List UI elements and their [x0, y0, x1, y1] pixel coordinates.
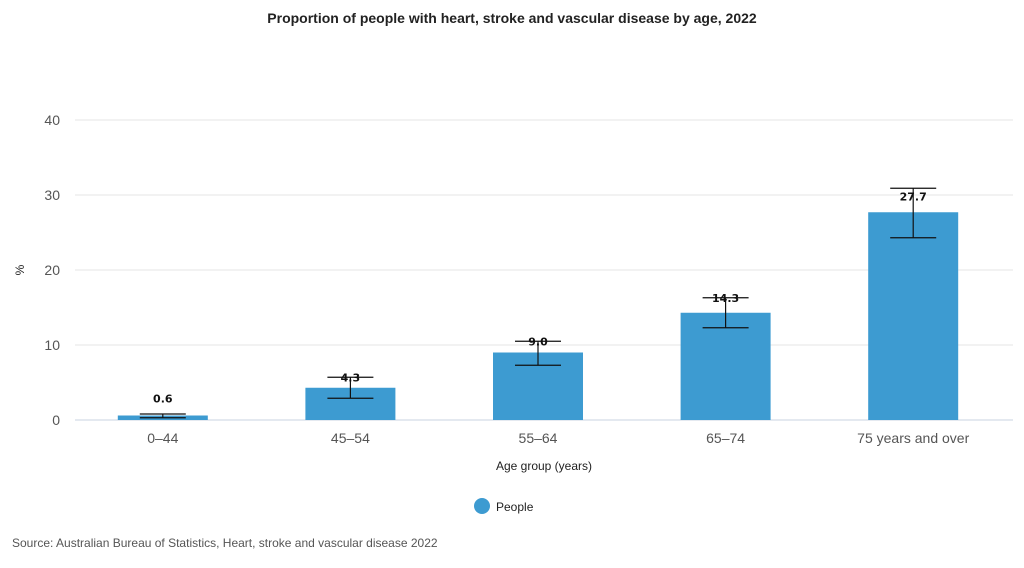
- x-tick-label: 45–54: [331, 430, 370, 446]
- x-axis-ticks: 0–44 45–54 55–64 65–74 75 years and over: [147, 430, 969, 446]
- error-bar: [327, 376, 374, 399]
- chart-title: Proportion of people with heart, stroke …: [267, 10, 757, 26]
- data-label: 4.3: [341, 371, 361, 384]
- legend-label: People: [496, 500, 534, 514]
- y-tick-label: 10: [44, 337, 60, 353]
- data-label: 0.6: [153, 393, 173, 406]
- legend[interactable]: People: [474, 498, 534, 514]
- y-tick-label: 0: [52, 412, 60, 428]
- x-tick-label: 75 years and over: [857, 430, 969, 446]
- y-axis-title: %: [13, 264, 27, 275]
- y-tick-label: 40: [44, 112, 60, 128]
- bar[interactable]: [868, 212, 959, 420]
- x-tick-label: 55–64: [519, 430, 558, 446]
- bar[interactable]: [680, 312, 771, 420]
- data-label: 9.0: [528, 335, 548, 348]
- bars: 0.6 4.3 9.0 14.3 27.7: [117, 187, 959, 420]
- error-bar: [515, 340, 561, 366]
- error-bar: [139, 413, 186, 419]
- x-tick-label: 65–74: [706, 430, 745, 446]
- legend-swatch-icon: [474, 498, 490, 514]
- x-tick-label: 0–44: [147, 430, 178, 446]
- source-note: Source: Australian Bureau of Statistics,…: [12, 536, 438, 550]
- data-label: 27.7: [900, 190, 927, 203]
- y-tick-label: 30: [44, 187, 60, 203]
- data-label: 14.3: [712, 292, 739, 305]
- y-tick-label: 20: [44, 262, 60, 278]
- error-bar: [890, 187, 937, 239]
- y-axis-ticks: 0 10 20 30 40: [44, 112, 60, 428]
- error-bar: [702, 297, 749, 329]
- x-axis-title: Age group (years): [496, 459, 592, 473]
